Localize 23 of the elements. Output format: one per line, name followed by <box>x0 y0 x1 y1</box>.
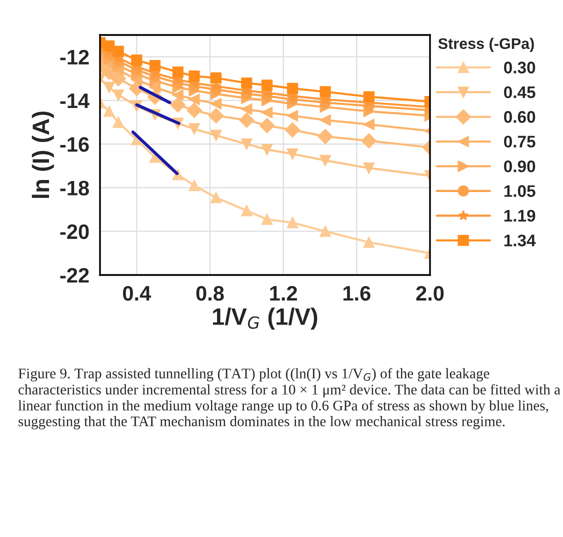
y-tick-label: -22 <box>60 268 89 283</box>
legend-label: 1.19 <box>504 210 536 222</box>
legend-label: 0.90 <box>504 160 536 172</box>
y-axis-title: ln (I) (A) <box>32 112 54 198</box>
legend-label: 1.34 <box>504 234 536 246</box>
x-tick-label: 1.6 <box>344 286 370 301</box>
x-tick-label: 0.4 <box>123 286 152 301</box>
legend-title: Stress (-GPa) <box>438 38 534 52</box>
legend-label: 0.75 <box>504 136 536 148</box>
y-tick-label: -16 <box>60 137 89 152</box>
y-tick-label: -12 <box>60 50 89 64</box>
x-tick-label: 2.0 <box>416 286 444 301</box>
x-tick-label: 1.2 <box>270 286 297 301</box>
legend-label: 0.60 <box>504 111 536 123</box>
legend-label: 0.30 <box>504 62 536 74</box>
x-tick-label: 0.8 <box>196 286 224 301</box>
legend-label: 0.45 <box>504 86 536 98</box>
y-tick-label: -14 <box>60 94 90 108</box>
y-tick-label: -18 <box>60 180 89 196</box>
caption: Figure 9. Trap assisted tunnelling (TAT) plot ((ln(I) vs 1/V$_{G}$) of the gate leakage characteristics under incremental stress for a 10 × 1 μm² device. The data can be fitted with a linear function in the medium voltage range up to 0.6 GPa of stress as shown by blue lines, suggesting that the TAT mechanism dominates in the low mechanical stress regime. <box>18 368 560 430</box>
legend-label: 1.05 <box>504 185 536 197</box>
x-axis-title: 1/V$_{G}$ (1/V) <box>213 308 318 330</box>
y-tick-label: -20 <box>60 224 89 240</box>
